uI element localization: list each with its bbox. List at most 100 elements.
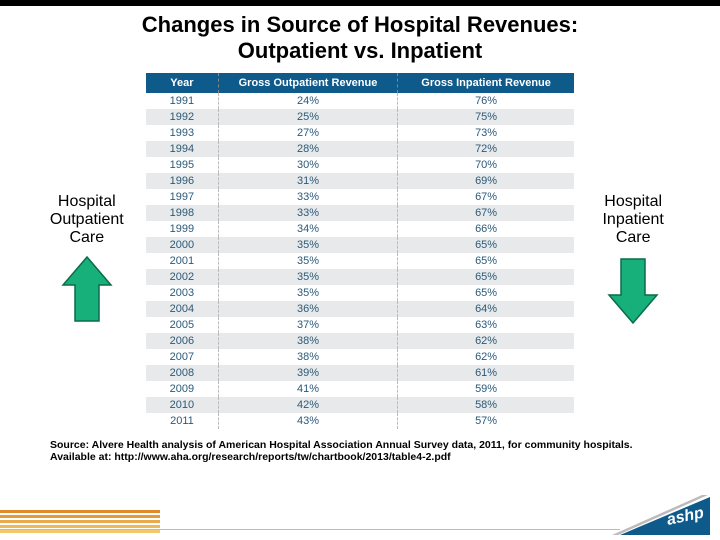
cell-outpatient: 28%: [219, 141, 398, 157]
cell-year: 1993: [146, 125, 219, 141]
ashp-logo: ashp: [590, 495, 710, 540]
cell-outpatient: 37%: [219, 317, 398, 333]
up-arrow-wrap: [40, 255, 134, 325]
cell-inpatient: 70%: [397, 157, 574, 173]
cell-outpatient: 35%: [219, 253, 398, 269]
table-row: 200738%62%: [146, 349, 575, 365]
cell-inpatient: 61%: [397, 365, 574, 381]
cell-outpatient: 33%: [219, 189, 398, 205]
right-label: Hospital Inpatient Care: [586, 193, 680, 325]
cell-inpatient: 58%: [397, 397, 574, 413]
table-row: 200035%65%: [146, 237, 575, 253]
cell-outpatient: 25%: [219, 109, 398, 125]
cell-outpatient: 31%: [219, 173, 398, 189]
revenue-table: Year Gross Outpatient Revenue Gross Inpa…: [146, 73, 575, 429]
cell-inpatient: 64%: [397, 301, 574, 317]
cell-year: 1999: [146, 221, 219, 237]
revenue-table-wrap: Year Gross Outpatient Revenue Gross Inpa…: [146, 73, 575, 429]
table-row: 199225%75%: [146, 109, 575, 125]
table-row: 199631%69%: [146, 173, 575, 189]
cell-inpatient: 72%: [397, 141, 574, 157]
cell-year: 2005: [146, 317, 219, 333]
cell-inpatient: 75%: [397, 109, 574, 125]
cell-year: 2007: [146, 349, 219, 365]
cell-year: 2003: [146, 285, 219, 301]
table-row: 200436%64%: [146, 301, 575, 317]
up-arrow-icon: [59, 255, 115, 325]
down-arrow-icon: [605, 255, 661, 325]
cell-inpatient: 62%: [397, 349, 574, 365]
cell-year: 1992: [146, 109, 219, 125]
cell-inpatient: 67%: [397, 205, 574, 221]
table-row: 199124%76%: [146, 93, 575, 109]
cell-inpatient: 69%: [397, 173, 574, 189]
table-row: 199833%67%: [146, 205, 575, 221]
title-line2: Outpatient vs. Inpatient: [238, 38, 482, 63]
cell-outpatient: 41%: [219, 381, 398, 397]
cell-outpatient: 33%: [219, 205, 398, 221]
cell-outpatient: 27%: [219, 125, 398, 141]
cell-year: 2008: [146, 365, 219, 381]
cell-year: 1994: [146, 141, 219, 157]
cell-inpatient: 76%: [397, 93, 574, 109]
table-row: 200638%62%: [146, 333, 575, 349]
cell-inpatient: 73%: [397, 125, 574, 141]
table-row: 199934%66%: [146, 221, 575, 237]
table-row: 199530%70%: [146, 157, 575, 173]
cell-year: 1997: [146, 189, 219, 205]
cell-outpatient: 30%: [219, 157, 398, 173]
cell-year: 2006: [146, 333, 219, 349]
stripe: [0, 530, 160, 533]
table-row: 201143%57%: [146, 413, 575, 429]
cell-inpatient: 65%: [397, 253, 574, 269]
table-row: 200941%59%: [146, 381, 575, 397]
orange-stripes: [0, 510, 160, 536]
cell-inpatient: 65%: [397, 269, 574, 285]
cell-outpatient: 43%: [219, 413, 398, 429]
right-label-l3: Care: [616, 229, 651, 246]
source-text: Source: Alvere Health analysis of Americ…: [50, 439, 670, 464]
cell-outpatient: 35%: [219, 285, 398, 301]
cell-outpatient: 39%: [219, 365, 398, 381]
stripe: [0, 520, 160, 523]
table-header-row: Year Gross Outpatient Revenue Gross Inpa…: [146, 73, 575, 93]
down-arrow-wrap: [586, 255, 680, 325]
cell-outpatient: 38%: [219, 333, 398, 349]
slide-title: Changes in Source of Hospital Revenues: …: [20, 12, 700, 65]
col-header-inpatient: Gross Inpatient Revenue: [397, 73, 574, 93]
cell-inpatient: 59%: [397, 381, 574, 397]
table-row: 200335%65%: [146, 285, 575, 301]
table-row: 199733%67%: [146, 189, 575, 205]
left-label-l2: Outpatient: [50, 211, 124, 228]
cell-outpatient: 36%: [219, 301, 398, 317]
cell-year: 2010: [146, 397, 219, 413]
col-header-year: Year: [146, 73, 219, 93]
stripe: [0, 525, 160, 528]
right-label-l2: Inpatient: [602, 211, 663, 228]
col-header-outpatient: Gross Outpatient Revenue: [219, 73, 398, 93]
cell-inpatient: 65%: [397, 237, 574, 253]
cell-year: 2001: [146, 253, 219, 269]
table-row: 199428%72%: [146, 141, 575, 157]
cell-outpatient: 24%: [219, 93, 398, 109]
footer: ashp: [0, 506, 720, 540]
table-body: 199124%76%199225%75%199327%73%199428%72%…: [146, 93, 575, 429]
table-row: 200235%65%: [146, 269, 575, 285]
table-row: 200135%65%: [146, 253, 575, 269]
stripe: [0, 510, 160, 513]
cell-year: 1996: [146, 173, 219, 189]
cell-outpatient: 38%: [219, 349, 398, 365]
cell-outpatient: 42%: [219, 397, 398, 413]
cell-inpatient: 67%: [397, 189, 574, 205]
content-row: Hospital Outpatient Care Year Gross Outp…: [0, 73, 720, 429]
cell-outpatient: 35%: [219, 237, 398, 253]
cell-year: 2011: [146, 413, 219, 429]
cell-inpatient: 66%: [397, 221, 574, 237]
cell-year: 1998: [146, 205, 219, 221]
left-label-l1: Hospital: [58, 193, 116, 210]
table-row: 199327%73%: [146, 125, 575, 141]
cell-inpatient: 62%: [397, 333, 574, 349]
cell-outpatient: 34%: [219, 221, 398, 237]
cell-outpatient: 35%: [219, 269, 398, 285]
cell-inpatient: 65%: [397, 285, 574, 301]
